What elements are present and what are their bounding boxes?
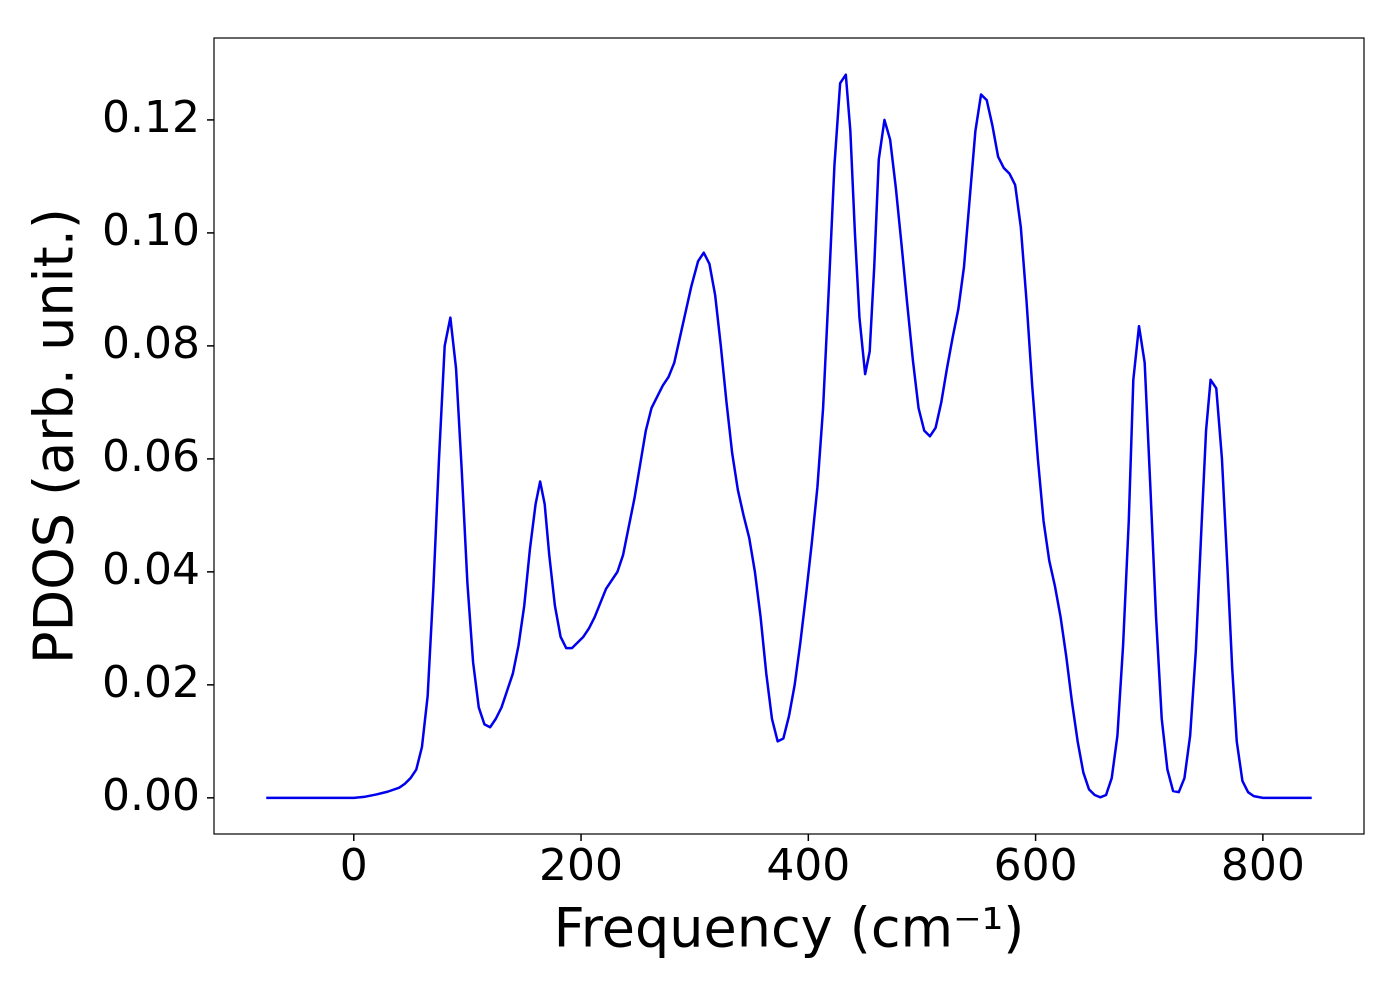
x-tick-label: 800: [1221, 840, 1305, 891]
y-axis-label: PDOS (arb. unit.): [23, 208, 86, 664]
y-tick-label: 0.02: [102, 657, 200, 708]
y-tick-label: 0.06: [102, 431, 200, 482]
x-tick-label: 0: [340, 840, 368, 891]
y-tick-label: 0.12: [102, 92, 200, 143]
y-tick-label: 0.08: [102, 318, 200, 369]
plot-frame: [213, 37, 1365, 835]
y-tick-label: 0.04: [102, 544, 200, 595]
x-tick-label: 600: [994, 840, 1078, 891]
x-axis-label: Frequency (cm⁻¹): [554, 897, 1025, 960]
y-tick-label: 0.00: [102, 770, 200, 821]
x-tick-label: 200: [539, 840, 623, 891]
x-tick-label: 400: [766, 840, 850, 891]
data-line: [266, 73, 1312, 800]
y-tick-label: 0.10: [102, 205, 200, 256]
